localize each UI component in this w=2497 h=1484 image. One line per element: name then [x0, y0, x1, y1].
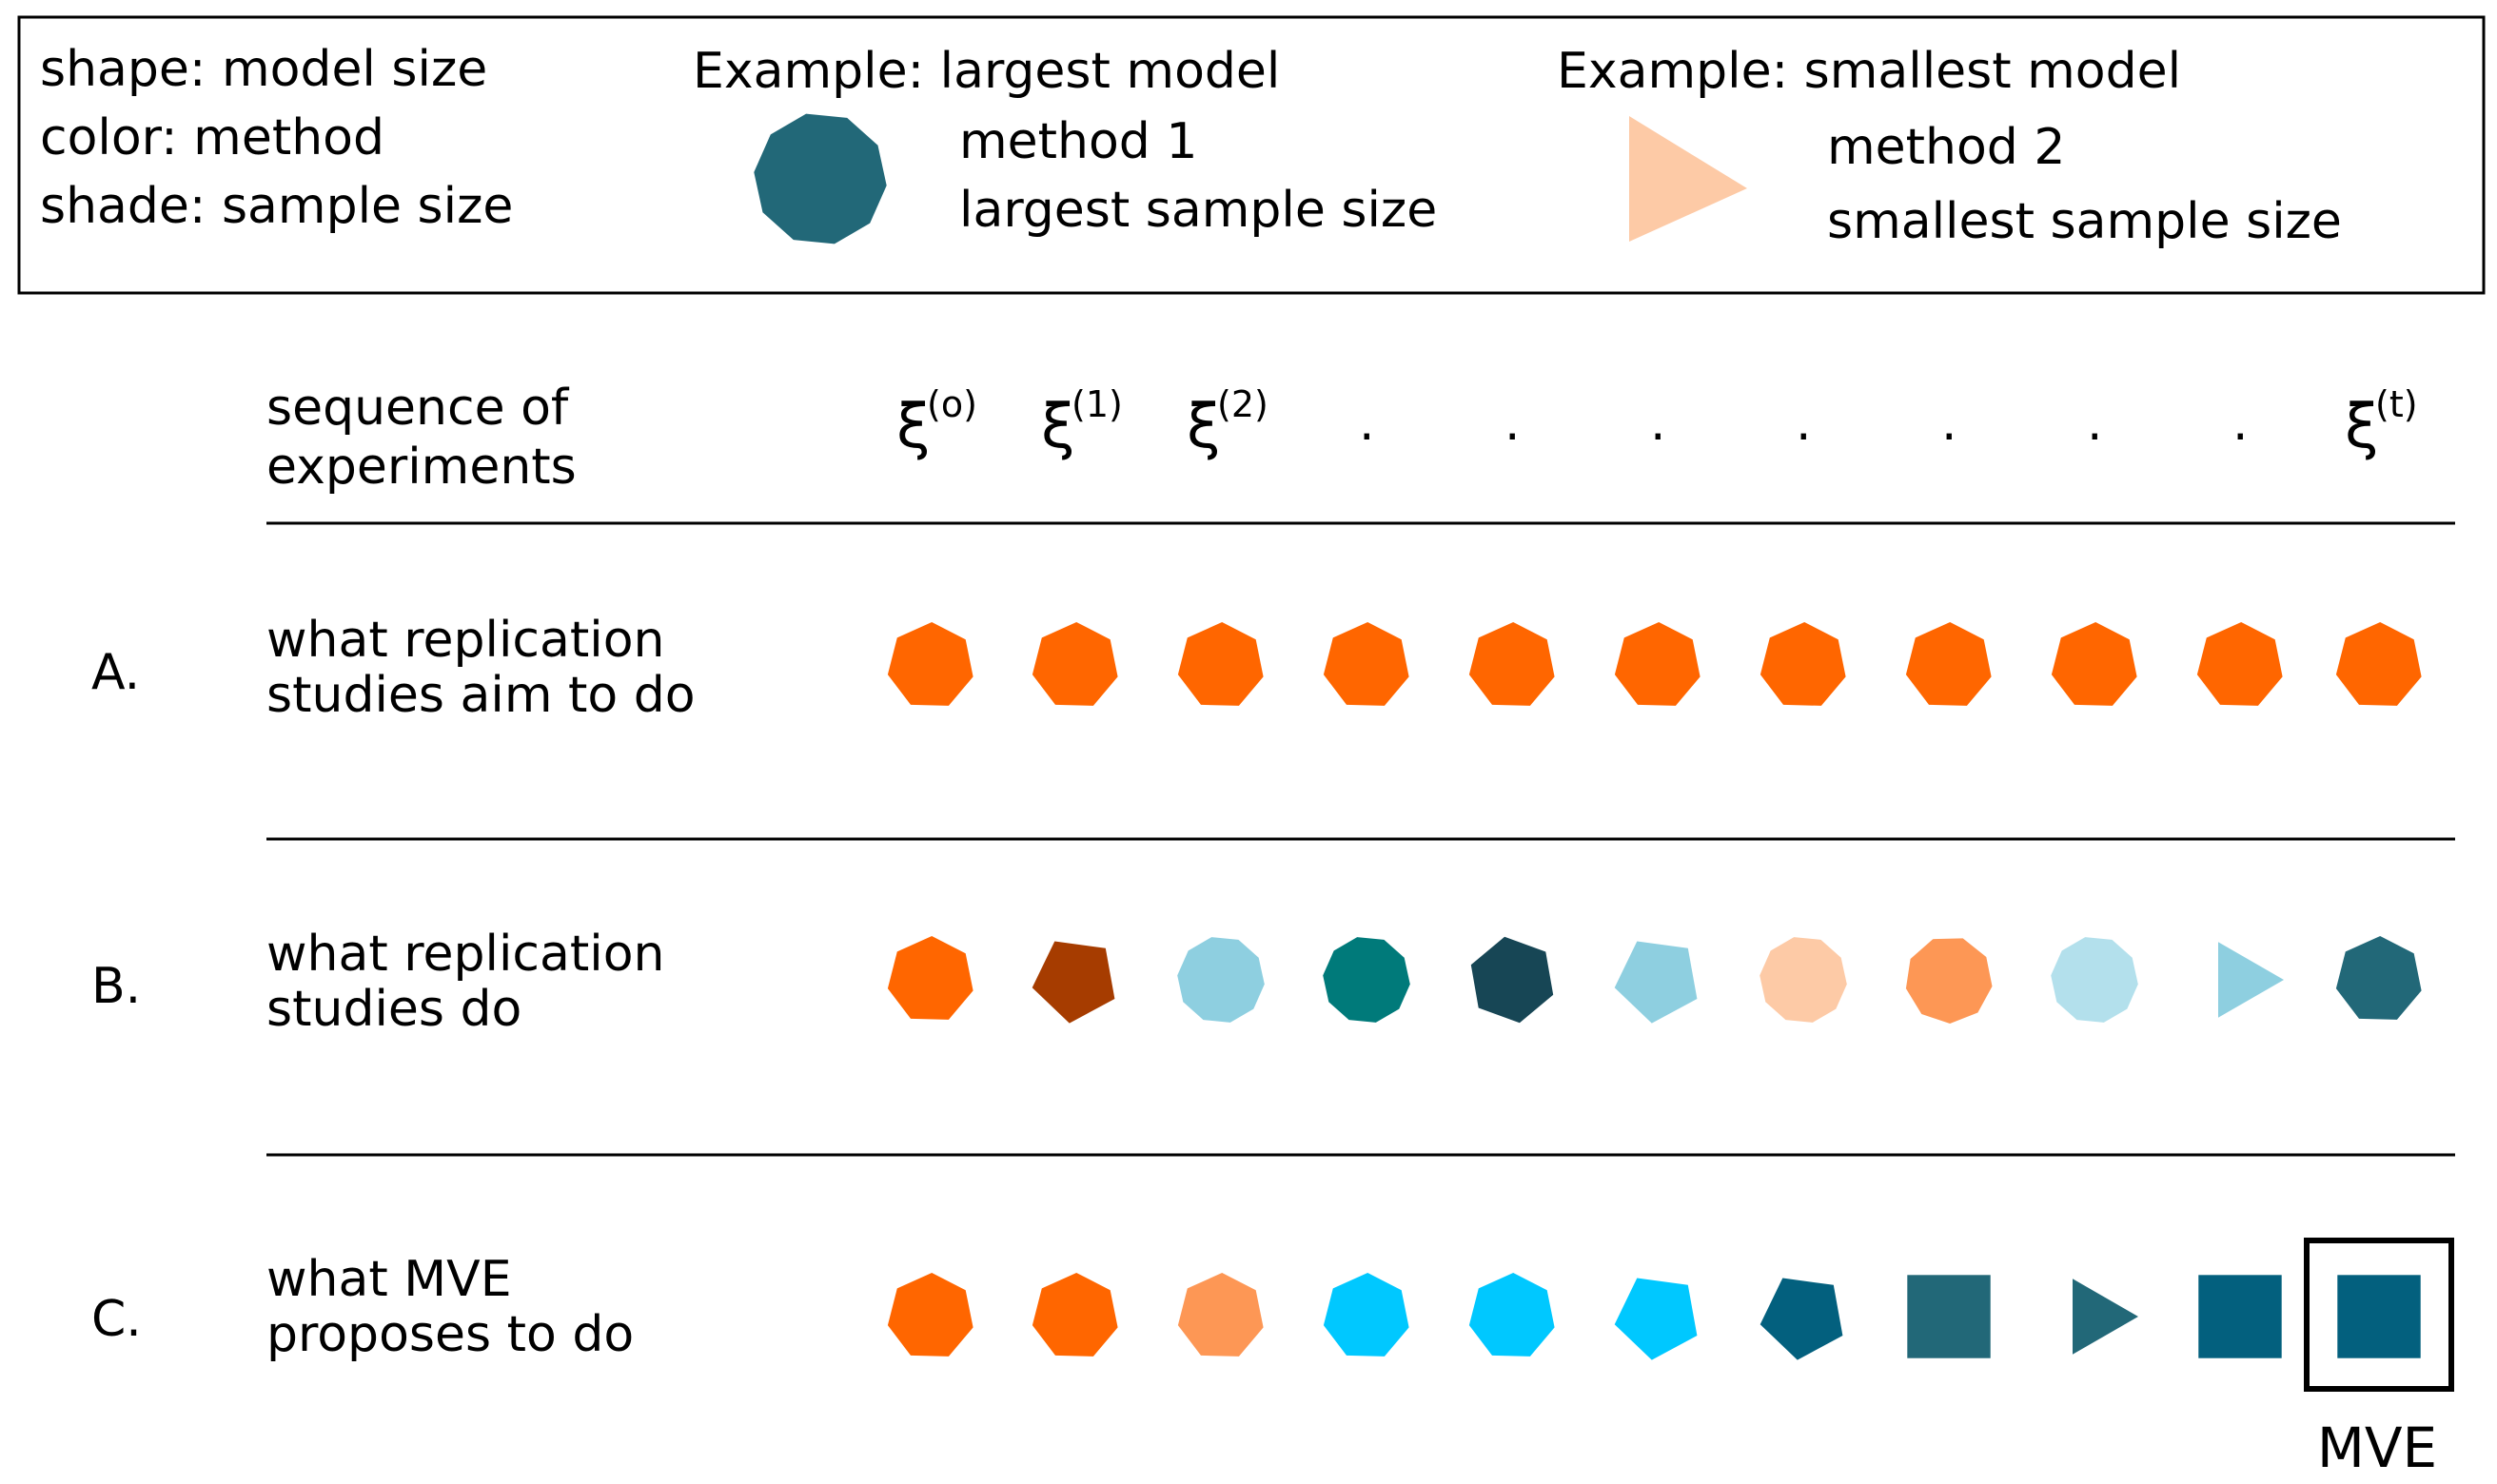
legend-key-shade: shade: sample size	[40, 178, 513, 235]
row-c-label-line2: proposes to do	[266, 1306, 634, 1363]
row-a-label-line1: what replication	[266, 612, 664, 669]
row-a-marker-5-heptagon	[1468, 622, 1555, 706]
legend-box	[17, 15, 2486, 295]
row-c-marker-1-heptagon	[887, 1273, 973, 1357]
row-a-marker-7-heptagon	[1760, 622, 1846, 706]
row-b-letter: B.	[91, 958, 141, 1015]
legend-example2-title: Example: smallest model	[1557, 43, 2181, 100]
legend-example2-sample: smallest sample size	[1827, 193, 2342, 250]
mve-caption: MVE	[2317, 1416, 2437, 1480]
legend-example1-title: Example: largest model	[693, 43, 1280, 100]
row-a-label-line2: studies aim to do	[266, 667, 696, 724]
row-a-marker-8-heptagon	[1905, 622, 1992, 706]
legend-key-color: color: method	[40, 109, 384, 166]
row-b-marker-7-decagon	[1760, 937, 1847, 1023]
header-column-superscript-0: (o)	[927, 383, 977, 425]
row-a-marker-11-heptagon	[2335, 622, 2422, 706]
row-b-marker-1-heptagon	[887, 936, 973, 1020]
legend-key-shape: shape: model size	[40, 41, 487, 98]
header-column-6: .	[1796, 395, 1812, 452]
row-b-markers	[887, 936, 2422, 1024]
header-column-2: ξ	[1187, 392, 1221, 462]
header-column-superscript-10: (t)	[2375, 383, 2418, 425]
row-b-marker-11-heptagon	[2335, 936, 2422, 1020]
row-c-marker-8-square	[1907, 1275, 1991, 1358]
header-column-5: .	[1650, 395, 1666, 452]
row-a-marker-10-heptagon	[2196, 622, 2283, 706]
row-a-marker-4-heptagon	[1323, 622, 1409, 706]
row-a-marker-9-heptagon	[2051, 622, 2137, 706]
row-c-marker-3-heptagon	[1177, 1273, 1264, 1357]
row-b-label-line2: studies do	[266, 981, 521, 1038]
row-b-marker-3-decagon	[1177, 937, 1265, 1023]
header-column-superscript-1: (1)	[1072, 383, 1123, 425]
header-label-line1: sequence of	[266, 380, 570, 437]
row-b-marker-9-decagon	[2051, 937, 2138, 1023]
row-c-marker-2-heptagon	[1032, 1273, 1118, 1357]
row-c-marker-9-triangle	[2073, 1279, 2138, 1355]
header-column-9: .	[2232, 395, 2249, 452]
row-c-marker-11-square	[2337, 1275, 2421, 1358]
row-a-marker-2-heptagon	[1032, 622, 1118, 706]
header-column-7: .	[1941, 395, 1957, 452]
row-a-letter: A.	[91, 644, 140, 701]
header-column-10: ξ	[2345, 392, 2379, 462]
header-columns: ξ(o) ξ(1) ξ(2)....... ξ(t)	[896, 383, 2418, 462]
row-c-marker-7-pentagon	[1760, 1278, 1843, 1360]
header-column-8: .	[2087, 395, 2103, 452]
legend-example1-decagon-marker	[754, 113, 887, 244]
legend-example2-triangle-marker	[1629, 116, 1747, 242]
row-b-marker-8-nonagon	[1905, 938, 1993, 1024]
row-c-letter: C.	[91, 1291, 142, 1348]
mve-highlight-box	[2304, 1238, 2454, 1392]
header-label-line2: experiments	[266, 439, 577, 496]
row-c-markers	[887, 1238, 2454, 1392]
header-column-superscript-2: (2)	[1217, 383, 1268, 425]
header-column-1: ξ	[1041, 392, 1075, 462]
header-column-3: .	[1359, 395, 1375, 452]
row-a-marker-1-heptagon	[887, 622, 973, 706]
header-column-4: .	[1504, 395, 1521, 452]
row-a-marker-6-heptagon	[1614, 622, 1701, 706]
row-b-marker-5-hexagon	[1470, 936, 1554, 1024]
row-c-marker-6-pentagon	[1614, 1278, 1698, 1360]
row-b-label-line1: what replication	[266, 926, 664, 983]
legend-example2-method: method 2	[1827, 119, 2065, 176]
row-b-marker-6-pentagon	[1614, 941, 1698, 1024]
row-a-marker-3-heptagon	[1177, 622, 1264, 706]
row-c-marker-10-square	[2198, 1275, 2282, 1358]
row-a-markers	[887, 622, 2422, 706]
row-b-marker-2-pentagon	[1032, 941, 1115, 1024]
row-b-marker-4-decagon	[1323, 937, 1410, 1023]
row-b-marker-10-triangle	[2218, 942, 2284, 1018]
row-c-label-line1: what MVE	[266, 1251, 512, 1308]
row-c-marker-4-heptagon	[1323, 1273, 1409, 1357]
header-column-0: ξ	[896, 392, 931, 462]
legend-example1-method: method 1	[959, 113, 1197, 170]
legend-example1-sample: largest sample size	[959, 182, 1437, 239]
row-c-marker-5-heptagon	[1468, 1273, 1555, 1357]
